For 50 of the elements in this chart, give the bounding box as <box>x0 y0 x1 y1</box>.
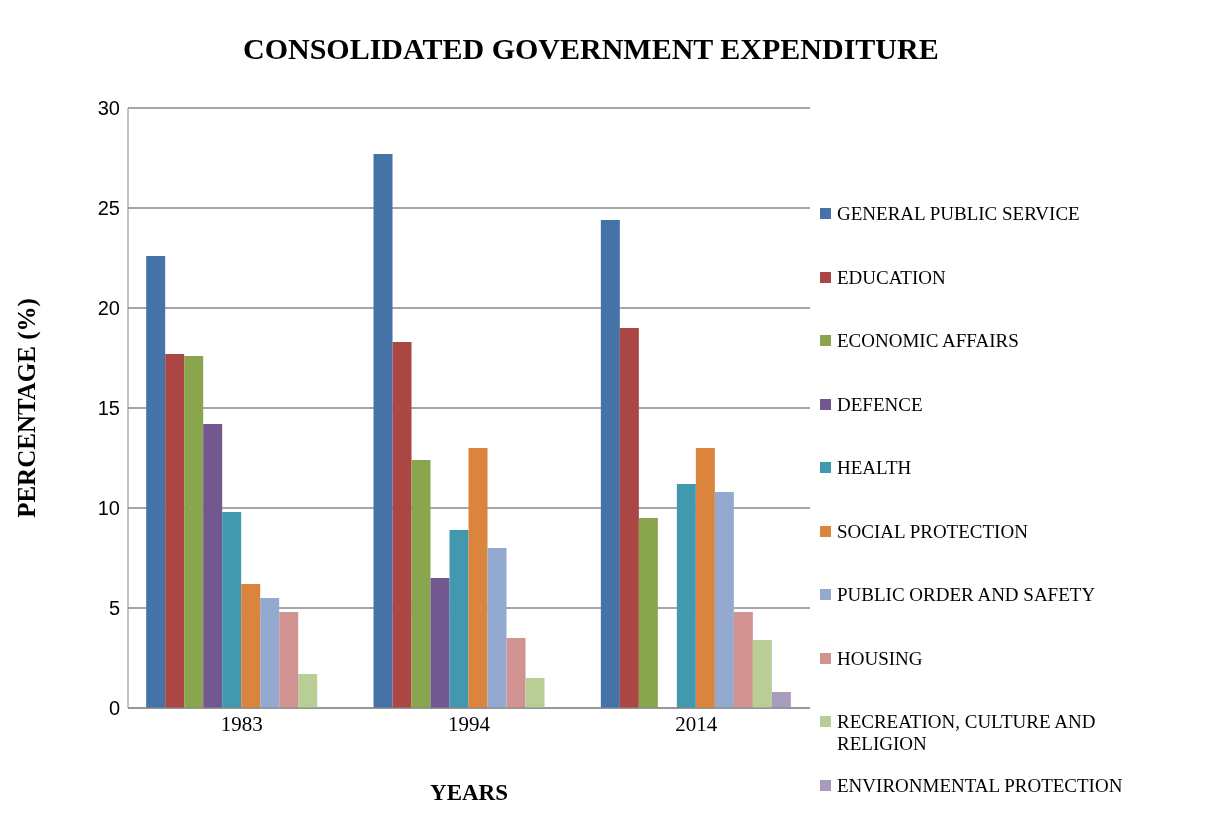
bar <box>506 638 526 708</box>
bar <box>752 640 772 708</box>
bar <box>600 220 620 708</box>
bar <box>165 354 185 708</box>
bar <box>392 342 412 708</box>
bar <box>411 460 431 708</box>
bar <box>714 492 734 708</box>
bar <box>203 424 223 708</box>
bar <box>487 548 507 708</box>
bar <box>298 674 318 708</box>
legend-label: EDUCATION <box>837 266 947 289</box>
legend-label: ENVIRONMENTAL PROTECTION <box>837 774 1124 797</box>
bar <box>525 678 545 708</box>
bar <box>449 530 469 708</box>
y-tick-label: 30 <box>97 97 120 120</box>
legend-label: ECONOMIC AFFAIRS <box>837 330 1020 352</box>
y-axis-title: PERCENTAGE (%) <box>12 298 41 518</box>
bar <box>184 356 204 708</box>
legend-label: HEALTH <box>837 457 913 479</box>
legend-label: DEFENCE <box>837 393 924 416</box>
legend-label: HOUSING <box>837 647 924 670</box>
bar <box>260 598 280 708</box>
y-tick-label: 20 <box>97 297 120 320</box>
x-tick-label: 2014 <box>675 711 718 736</box>
bar <box>733 612 753 708</box>
x-tick-label: 1983 <box>220 711 263 736</box>
bar <box>222 512 242 708</box>
bar <box>695 448 715 708</box>
bar <box>373 154 393 708</box>
y-tick-label: 0 <box>108 697 120 720</box>
y-tick-label: 5 <box>108 597 120 620</box>
bar <box>468 448 488 708</box>
bar <box>676 484 696 708</box>
bar <box>146 256 166 708</box>
bar <box>430 578 450 708</box>
legend-label: PUBLIC ORDER AND SAFETY <box>837 584 1097 606</box>
bar <box>241 584 261 708</box>
y-tick-label: 15 <box>97 397 120 420</box>
bar <box>279 612 299 708</box>
chart-title: CONSOLIDATED GOVERNMENT EXPENDITURE <box>242 31 940 67</box>
bar <box>619 328 639 708</box>
x-axis-title: YEARS <box>430 780 508 805</box>
x-tick-label: 1994 <box>448 711 491 736</box>
bar <box>638 518 658 708</box>
y-tick-label: 10 <box>97 497 120 520</box>
bar <box>771 692 791 708</box>
legend-label: GENERAL PUBLIC SERVICE <box>837 203 1081 225</box>
y-tick-label: 25 <box>97 197 120 220</box>
legend-label: RECREATION, CULTURE AND RELIGION <box>837 711 1097 755</box>
legend-label: SOCIAL PROTECTION <box>837 520 1029 543</box>
